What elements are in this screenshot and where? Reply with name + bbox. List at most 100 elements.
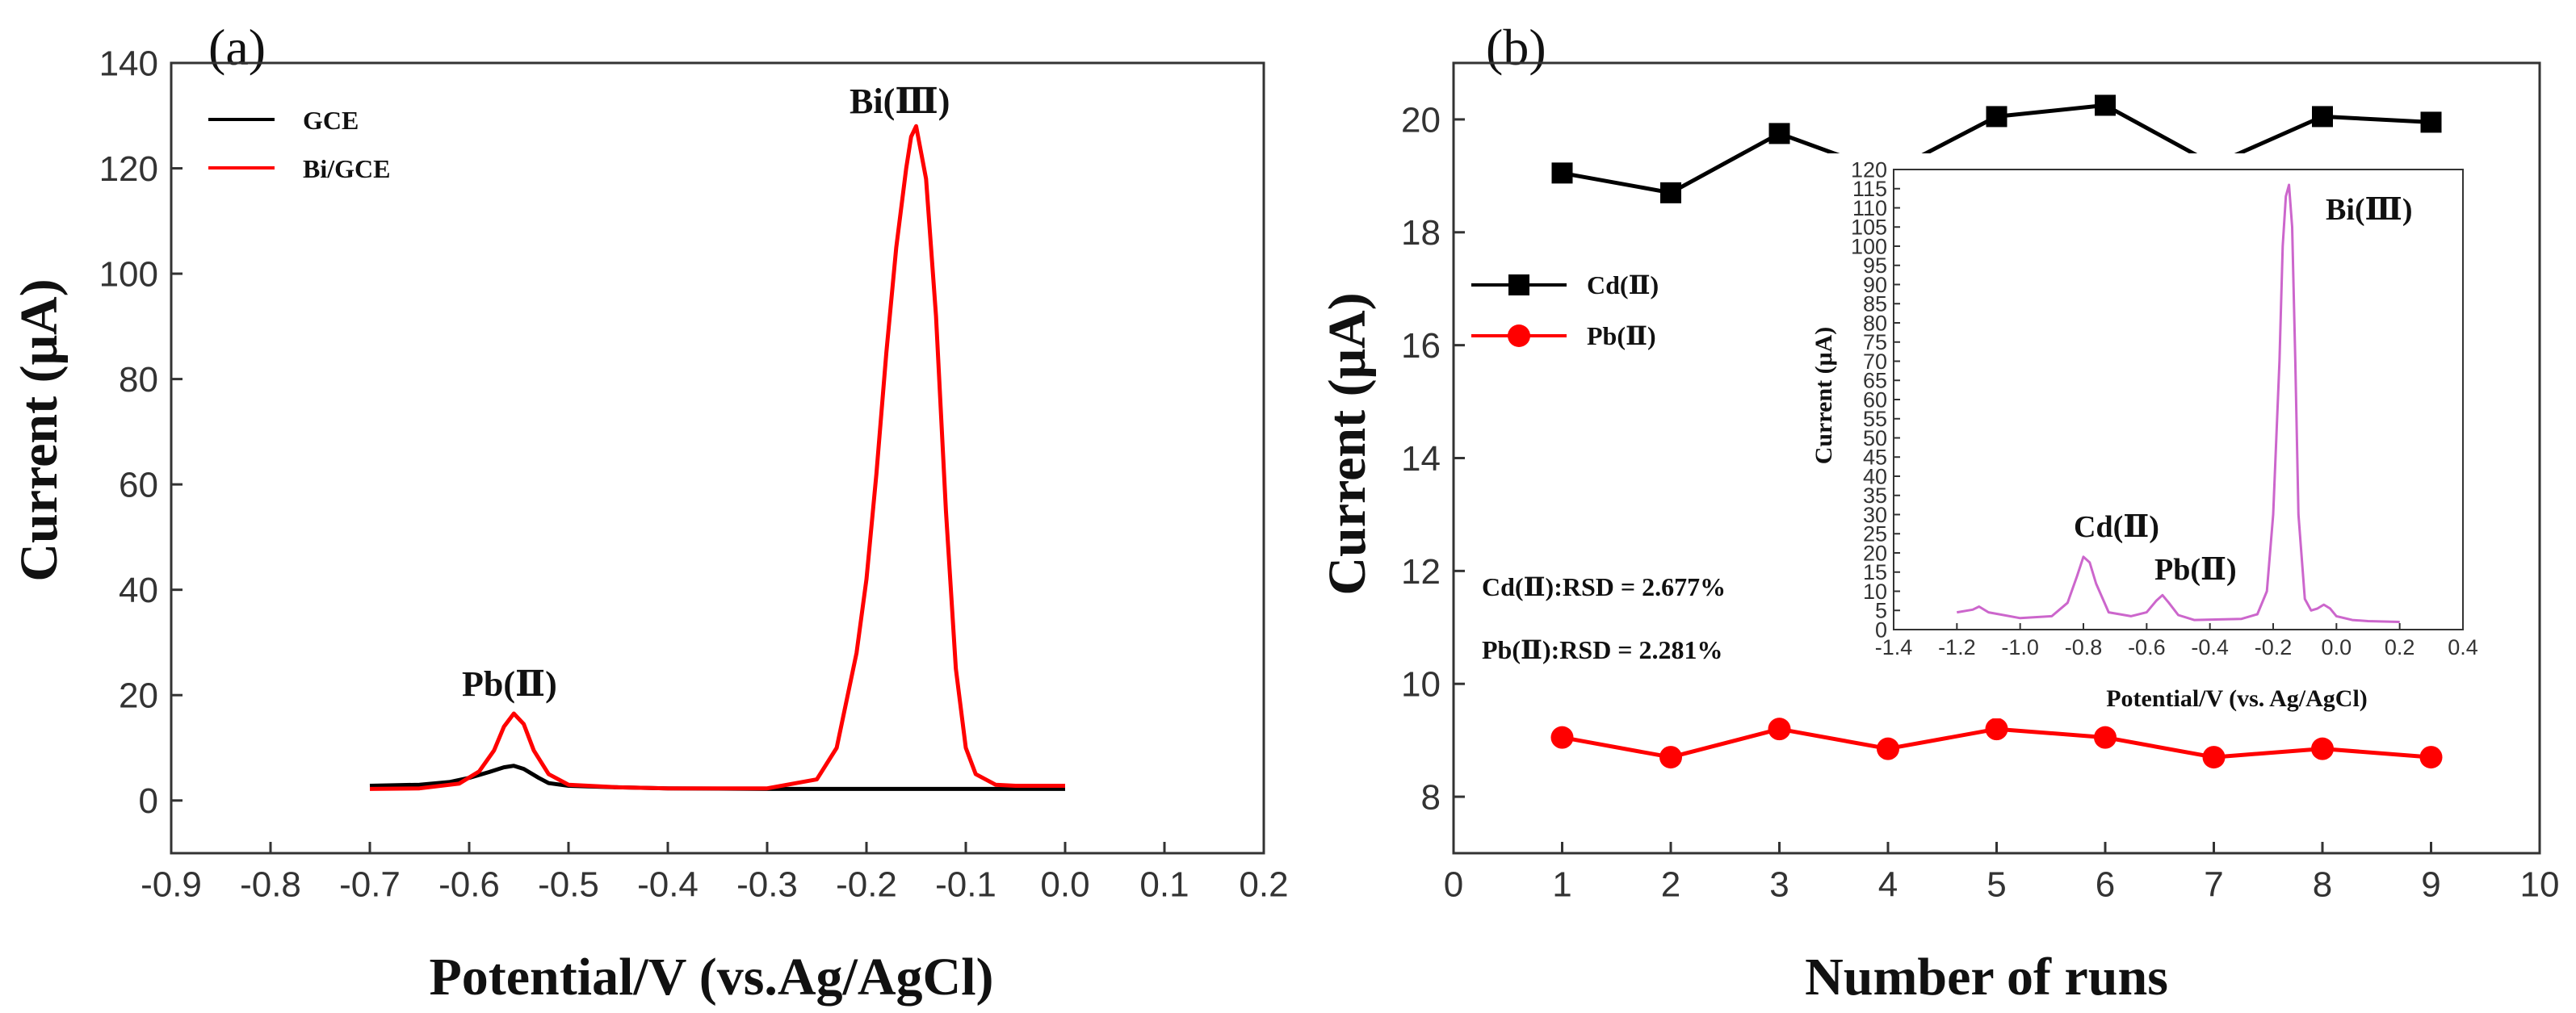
y-axis-label-a: Current (μA): [10, 278, 69, 581]
inset-ytick-label: 55: [1863, 407, 1887, 431]
legend-label-cd: Cd(Ⅱ): [1587, 270, 1659, 299]
a-ytick-label: 100: [99, 254, 158, 294]
b-xtick-label: 7: [2204, 864, 2223, 904]
inset-xtick-label: -1.2: [1938, 635, 1976, 659]
a-ytick-label: 0: [139, 781, 158, 821]
b-ytick-label: 8: [1421, 777, 1441, 817]
inset-xtick-label: -1.4: [1875, 635, 1913, 659]
inset-xtick-label: -0.2: [2255, 635, 2293, 659]
b-xtick-label: 3: [1769, 864, 1789, 904]
a-xtick-label: 0.0: [1040, 864, 1089, 904]
inset-ytick-label: 45: [1863, 446, 1887, 470]
annotation-pb-peak: Pb(Ⅱ): [462, 664, 557, 704]
a-series-line-bigce: [369, 123, 1065, 791]
b-xtick-label: 6: [2096, 864, 2115, 904]
b-xtick-label: 8: [2313, 864, 2332, 904]
inset-ytick-label: 70: [1863, 350, 1887, 374]
a-series-line-gce: [369, 764, 1065, 791]
inset-xtick-label: -0.8: [2065, 635, 2103, 659]
a-xtick-label: -0.9: [141, 864, 202, 904]
inset-y-axis-label: Current (μA): [1810, 327, 1837, 465]
legend-label-bigce: Bi/GCE: [303, 154, 390, 183]
a-xtick-label: 0.2: [1239, 864, 1288, 904]
inset-xtick-label: -0.4: [2191, 635, 2229, 659]
plot-area-b: [1452, 61, 2541, 855]
legend-marker-pb: [1508, 324, 1530, 347]
inset-ytick-label: 50: [1863, 426, 1887, 450]
b-point-cd: [1551, 162, 1573, 184]
b-point-cd: [1768, 123, 1790, 144]
legend-label-pb: Pb(Ⅱ): [1587, 321, 1656, 350]
x-axis-label-a: Potential/V (vs.Ag/AgCl): [429, 948, 993, 1007]
inset-ytick-label: 40: [1863, 464, 1887, 488]
legend-marker-cd: [1508, 274, 1529, 295]
inset-chart: 0510152025303540455055606570758085909510…: [1801, 153, 2511, 718]
inset-ytick-label: 80: [1863, 311, 1887, 335]
plot-area-a: [170, 61, 1265, 855]
panel-label-a: (a): [208, 19, 266, 76]
b-ytick-label: 14: [1401, 439, 1441, 479]
a-xtick-label: -0.1: [935, 864, 996, 904]
a-ytick-label: 20: [119, 676, 158, 716]
inset-xtick-label: -0.6: [2128, 635, 2166, 659]
inset-ytick-label: 85: [1863, 292, 1887, 316]
a-ytick-label: 80: [119, 360, 158, 400]
b-point-pb: [2094, 726, 2117, 749]
b-ytick-label: 12: [1401, 552, 1441, 592]
inset-ytick-label: 60: [1863, 387, 1887, 412]
a-xtick-label: 0.1: [1139, 864, 1189, 904]
inset-x-axis-label: Potential/V (vs. Ag/AgCl): [2106, 685, 2368, 712]
inset-ytick-label: 100: [1851, 234, 1887, 258]
a-xtick-label: -0.6: [438, 864, 500, 904]
y-axis-label-b: Current (μA): [1318, 292, 1377, 595]
b-xtick-label: 9: [2421, 864, 2440, 904]
b-point-cd: [1986, 106, 2008, 128]
inset-ytick-label: 15: [1863, 560, 1887, 584]
x-axis-label-b: Number of runs: [1805, 948, 2168, 1007]
b-point-cd: [2312, 106, 2333, 128]
b-point-pb: [1985, 718, 2008, 741]
inset-ytick-label: 115: [1852, 177, 1887, 201]
b-point-cd: [1660, 182, 1681, 203]
inset-ytick-label: 20: [1863, 541, 1887, 565]
b-point-pb: [2311, 737, 2334, 760]
annotation-rsd-pb: Pb(Ⅱ):RSD = 2.281%: [1482, 635, 1723, 664]
inset-ytick-label: 75: [1863, 330, 1887, 354]
a-xtick-label: -0.4: [637, 864, 699, 904]
a-ytick-label: 40: [119, 571, 158, 610]
a-xtick-label: -0.8: [240, 864, 301, 904]
inset-ytick-label: 25: [1863, 522, 1887, 546]
b-point-pb: [1550, 726, 1574, 749]
inset-ytick-label: 120: [1851, 157, 1887, 182]
b-point-pb: [2202, 746, 2226, 769]
annotation-bi-peak: Bi(Ⅲ): [850, 82, 950, 121]
annotation-rsd-cd: Cd(Ⅱ):RSD = 2.677%: [1482, 572, 1726, 601]
b-xtick-label: 5: [1987, 864, 2006, 904]
b-point-cd: [2420, 111, 2442, 133]
inset-ytick-label: 35: [1863, 483, 1887, 508]
inset-ytick-label: 105: [1851, 216, 1887, 240]
b-xtick-label: 4: [1878, 864, 1898, 904]
b-xtick-label: 10: [2520, 864, 2560, 904]
b-xtick-label: 1: [1552, 864, 1571, 904]
legend-label-gce: GCE: [303, 106, 359, 135]
a-xtick-label: -0.3: [736, 864, 798, 904]
inset-ytick-label: 65: [1863, 369, 1887, 393]
a-ytick-label: 120: [99, 149, 158, 189]
a-xtick-label: -0.2: [836, 864, 897, 904]
inset-background: [1801, 153, 2511, 718]
inset-ytick-label: 95: [1863, 253, 1887, 278]
inset-plot-area: [1893, 169, 2464, 630]
inset-xtick-label: 0.2: [2385, 635, 2415, 659]
inset-ytick-label: 0: [1875, 617, 1887, 642]
inset-ytick-label: 10: [1863, 580, 1887, 604]
b-ytick-label: 10: [1401, 665, 1441, 705]
inset-annotation-cd: Cd(Ⅱ): [2074, 510, 2159, 544]
inset-ytick-label: 5: [1875, 599, 1887, 623]
b-ytick-label: 16: [1401, 326, 1441, 366]
b-point-pb: [1659, 746, 1682, 769]
b-xtick-label: 2: [1661, 864, 1680, 904]
inset-ytick-label: 90: [1863, 273, 1887, 297]
